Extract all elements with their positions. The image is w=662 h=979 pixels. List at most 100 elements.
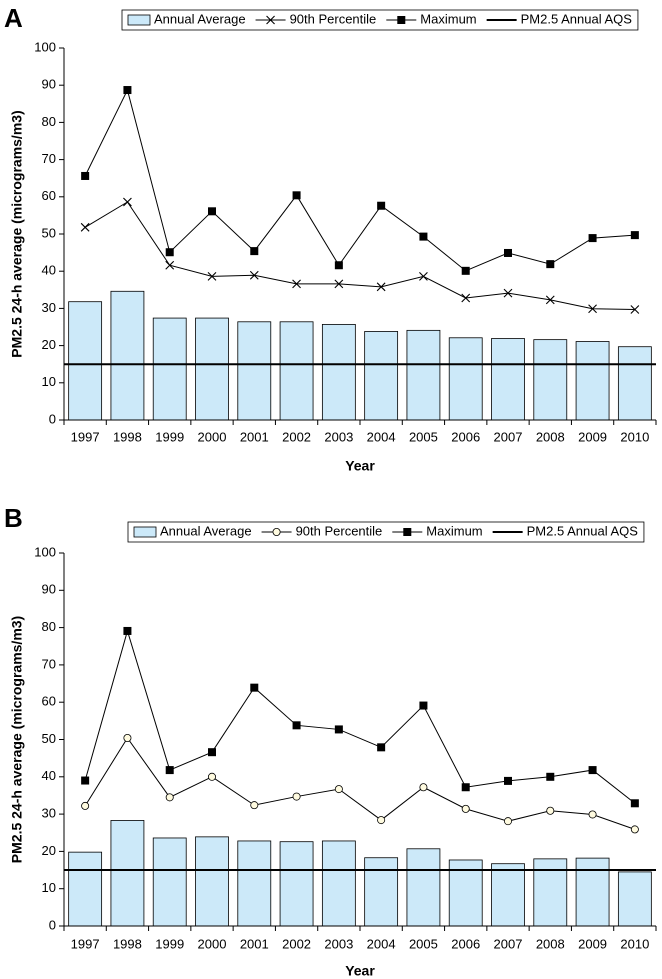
marker-square — [250, 247, 259, 256]
legend-label: Maximum — [426, 523, 482, 538]
x-tick-label: 2006 — [451, 936, 480, 951]
marker-square — [165, 766, 174, 775]
marker-square — [630, 799, 639, 808]
y-tick-label: 100 — [34, 39, 56, 54]
x-tick-label: 2009 — [578, 936, 607, 951]
marker-x — [419, 272, 428, 281]
x-tick-label: 2004 — [367, 936, 396, 951]
x-tick-label: 2003 — [324, 936, 353, 951]
x-tick-label: 2008 — [536, 429, 565, 444]
marker-square — [377, 743, 386, 752]
marker-square — [123, 86, 132, 95]
x-tick-label: 1998 — [113, 429, 142, 444]
marker-square — [208, 748, 216, 757]
marker-x — [461, 293, 471, 303]
marker-square — [588, 234, 597, 243]
marker-circle — [546, 806, 555, 815]
bar — [364, 857, 399, 927]
x-tick-label: 2003 — [324, 429, 353, 444]
x-tick-label: 2004 — [367, 429, 396, 444]
markers — [81, 86, 639, 275]
legend-box — [121, 9, 639, 31]
marker-x — [249, 270, 259, 280]
x-tick-label: 2000 — [198, 429, 227, 444]
legend: Annual Average 90th Percentile Maximum PM2.… — [127, 521, 645, 543]
marker-square — [546, 772, 555, 781]
x-tick-label: 2009 — [578, 429, 607, 444]
marker-circle — [292, 792, 301, 801]
legend-label: 90th Percentile — [296, 523, 383, 538]
marker-square — [165, 248, 174, 257]
bar — [406, 329, 441, 421]
marker-square — [504, 776, 512, 785]
bar — [491, 338, 525, 421]
marker-circle — [207, 772, 216, 781]
y-tick-label: 50 — [42, 225, 56, 240]
marker-square — [546, 260, 555, 269]
y-axis-title: PM2.5 24-h average (micrograms/m3) — [9, 616, 25, 863]
marker-square — [461, 783, 470, 792]
marker-circle — [272, 528, 281, 537]
marker-x — [266, 15, 275, 25]
marker-circle — [588, 810, 597, 819]
legend-label: PM2.5 Annual AQS — [521, 11, 633, 26]
marker-square — [250, 683, 259, 692]
bar — [617, 871, 652, 927]
marker-circle — [334, 785, 343, 794]
panel-label: B — [4, 503, 23, 533]
marker-x — [545, 295, 555, 305]
marker-circle — [123, 734, 132, 743]
series-line — [84, 629, 636, 804]
legend-label: 90th Percentile — [290, 11, 377, 26]
legend: Annual Average 90th Percentile Maximum PM2.… — [121, 9, 639, 31]
marker-x — [334, 279, 344, 289]
marker-circle — [377, 816, 386, 825]
x-tick-label: 2002 — [282, 936, 311, 951]
marker-square — [630, 231, 639, 240]
y-tick-label: 10 — [42, 880, 56, 895]
y-tick-label: 20 — [42, 337, 56, 352]
marker-x — [123, 197, 132, 207]
y-axis-title: PM2.5 24-h average (micrograms/m3) — [9, 110, 25, 357]
y-tick-label: 40 — [42, 263, 56, 278]
bar — [68, 301, 103, 421]
bar — [279, 321, 314, 421]
marker-square — [123, 626, 132, 635]
y-tick-label: 50 — [42, 731, 56, 746]
bar — [533, 858, 568, 927]
bar — [237, 840, 272, 927]
x-tick-label: 1998 — [113, 936, 142, 951]
y-tick-label: 70 — [42, 151, 56, 166]
marker-square — [461, 266, 470, 275]
marker-x — [292, 279, 301, 289]
x-tick-label: 1997 — [71, 429, 100, 444]
y-tick-label: 20 — [42, 843, 56, 858]
bar — [491, 863, 525, 927]
x-tick-label: 2007 — [494, 429, 523, 444]
x-tick-label: 2000 — [198, 936, 227, 951]
y-tick-label: 40 — [42, 768, 56, 783]
legend-label: Annual Average — [154, 11, 246, 26]
marker-square — [292, 721, 301, 730]
bar — [364, 331, 399, 421]
marker-square — [588, 766, 597, 775]
bar — [575, 857, 610, 927]
marker-x — [630, 305, 640, 314]
x-tick-label: 2006 — [451, 429, 480, 444]
y-tick-label: 90 — [42, 77, 56, 92]
bar — [195, 317, 229, 421]
panel-label: A — [4, 3, 23, 33]
y-tick-label: 0 — [49, 411, 56, 426]
legend-box — [127, 521, 645, 543]
y-tick-label: 80 — [42, 114, 56, 129]
x-tick-label: 2002 — [282, 429, 311, 444]
y-tick-label: 10 — [42, 374, 56, 389]
legend-label: Maximum — [420, 11, 476, 26]
marker-square — [397, 16, 406, 24]
marker-square — [403, 528, 412, 536]
legend-swatch — [127, 14, 151, 26]
bar — [152, 317, 187, 421]
legend-swatch — [133, 526, 157, 538]
markers — [81, 626, 639, 808]
